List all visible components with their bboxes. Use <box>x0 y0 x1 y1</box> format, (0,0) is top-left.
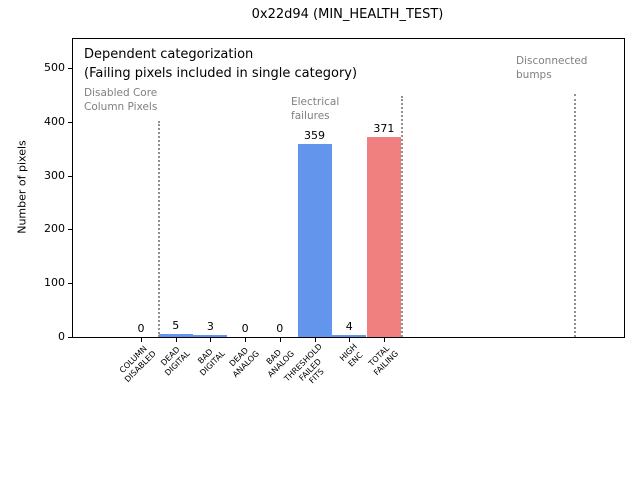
section-label-disabled-core-column-pixels: Disabled Core Column Pixels <box>84 87 158 113</box>
y-axis-tick <box>68 68 73 70</box>
y-axis-label: Number of pixels <box>15 140 29 234</box>
y-axis-tick <box>68 283 73 285</box>
y-tick-label: 200 <box>44 222 65 236</box>
section-divider-line <box>401 96 403 337</box>
bar-value-label: 371 <box>373 122 395 136</box>
x-axis-tick <box>383 337 385 342</box>
y-tick-label: 300 <box>44 168 65 182</box>
y-tick-label: 500 <box>44 61 65 75</box>
bar-value-label: 4 <box>345 319 353 333</box>
bar-value-label: 0 <box>137 322 145 335</box>
y-axis-tick <box>68 337 73 338</box>
x-tick-label: DEAD ANALOG <box>228 345 262 379</box>
x-axis-tick <box>279 337 281 342</box>
y-tick-label: 100 <box>44 276 65 290</box>
bar <box>158 334 193 337</box>
y-axis-tick <box>68 229 73 231</box>
x-axis-tick <box>245 337 247 342</box>
x-tick-label: COLUMN DISABLED <box>117 344 158 384</box>
bar <box>297 143 332 337</box>
annotation-failing-pixels-note: (Failing pixels included in single categ… <box>84 66 358 81</box>
x-axis-tick <box>314 337 316 342</box>
y-tick-label: 400 <box>44 114 65 128</box>
plot-area: Dependent categorization (Failing pixels… <box>44 38 625 385</box>
y-axis-tick <box>68 175 73 177</box>
x-axis-tick <box>141 337 142 342</box>
x-axis-tick <box>210 337 212 342</box>
chart-title: 0x22d94 (MIN_HEALTH_TEST) <box>251 7 444 22</box>
bar <box>332 334 367 337</box>
bar-value-label: 359 <box>304 128 325 142</box>
y-tick-label: 0 <box>58 330 65 343</box>
x-tick-label: HIGH ENC <box>337 342 364 369</box>
x-tick-label: DEAD DIGITAL <box>159 344 192 378</box>
x-axis-tick <box>349 337 351 342</box>
bar-value-label: 3 <box>206 320 214 334</box>
x-tick-label: BAD DIGITAL <box>196 347 227 378</box>
annotation-dependent-categorization: Dependent categorization <box>84 47 254 62</box>
x-tick-label: TOTAL FAILING <box>367 343 401 377</box>
bar <box>366 137 401 337</box>
x-axis-tick <box>175 337 177 342</box>
y-axis-tick <box>68 121 73 123</box>
bar-value-label: 0 <box>241 322 249 335</box>
bar-value-label: 0 <box>276 322 284 335</box>
bar <box>193 335 228 337</box>
bar-value-label: 5 <box>172 319 180 333</box>
section-divider-line <box>158 121 160 337</box>
section-divider-line <box>574 94 576 337</box>
